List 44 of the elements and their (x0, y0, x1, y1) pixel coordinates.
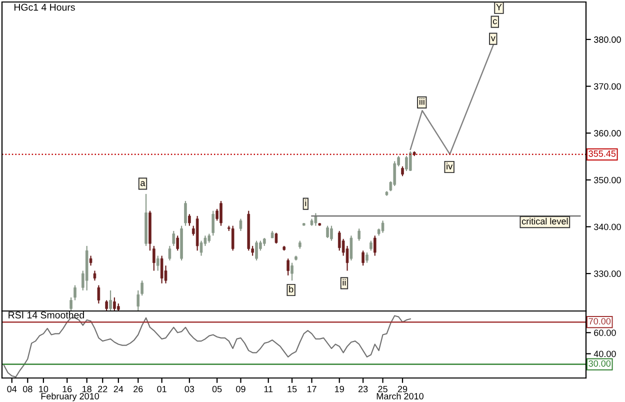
x-tick-label: 09 (236, 386, 246, 392)
y-tick-label: 360.00 (594, 130, 621, 136)
series-label: critical level (522, 218, 568, 224)
annotation: i (305, 200, 306, 206)
y-tick-label: 60.00 (594, 330, 616, 336)
x-tick-label: 11 (264, 386, 273, 392)
annotation: v (490, 36, 496, 42)
x-tick-label: 17 (307, 386, 316, 392)
ref-line-label: 30.00 (588, 360, 611, 367)
annotation: iv (446, 162, 453, 170)
x-tick-label: 05 (212, 386, 222, 392)
x-tick-label: 08 (22, 386, 32, 392)
x-tick-label: 16 (62, 386, 72, 392)
x-tick-label: 24 (114, 386, 124, 392)
x-tick-label: 23 (358, 386, 368, 392)
text: February 2010 (41, 392, 100, 402)
y-tick-label: 370.00 (594, 83, 621, 90)
x-tick-label: 26 (134, 386, 143, 392)
annotation: b (289, 286, 294, 292)
x-tick-label: 01 (157, 386, 166, 392)
x-tick-label: 29 (398, 386, 408, 392)
chart-title: RSI 14 Smoothed (8, 311, 84, 318)
annotation: iii (419, 98, 424, 105)
annotation: c (493, 19, 497, 24)
text: March 2010 (376, 392, 424, 400)
ref-line-label: 355.45 (588, 150, 616, 157)
annotation: a (140, 181, 146, 186)
x-tick-label: 19 (335, 386, 344, 392)
x-tick-label: 04 (7, 386, 17, 392)
y-tick-label: 350.00 (594, 176, 621, 184)
y-tick-label: 380.00 (594, 36, 621, 43)
x-tick-label: 10 (39, 386, 48, 392)
annotation: ii (342, 278, 346, 286)
x-tick-label: 03 (184, 386, 194, 392)
x-tick-label: 18 (82, 386, 92, 392)
x-tick-label: 15 (288, 386, 297, 392)
annotation: Y (496, 4, 502, 10)
y-tick-label: 330.00 (594, 270, 621, 277)
y-tick-label: 340.00 (594, 224, 621, 230)
y-tick-label: 40.00 (594, 350, 616, 358)
x-tick-label: 25 (378, 386, 388, 392)
x-tick-label: 22 (98, 386, 108, 392)
chart-title: HGc1 4 Hours (14, 4, 75, 11)
ref-line-label: 70.00 (588, 318, 611, 324)
